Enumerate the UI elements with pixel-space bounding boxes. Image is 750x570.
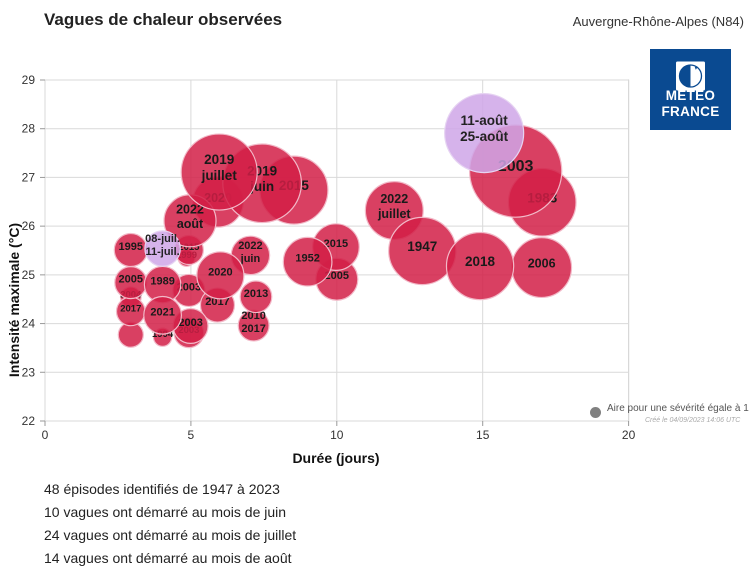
- svg-text:24: 24: [22, 317, 36, 331]
- svg-text:27: 27: [22, 170, 36, 184]
- svg-text:1995: 1995: [119, 241, 143, 253]
- svg-text:26: 26: [22, 219, 36, 233]
- svg-text:1947: 1947: [407, 239, 437, 254]
- svg-text:2003: 2003: [178, 317, 202, 329]
- svg-text:2006: 2006: [528, 257, 556, 271]
- svg-text:15: 15: [476, 428, 490, 442]
- svg-text:28: 28: [22, 122, 36, 136]
- svg-text:2013: 2013: [244, 288, 268, 300]
- svg-text:25: 25: [22, 268, 36, 282]
- svg-text:10: 10: [330, 428, 344, 442]
- svg-text:METEO: METEO: [666, 88, 716, 103]
- svg-text:5: 5: [188, 428, 195, 442]
- svg-text:2005: 2005: [119, 274, 143, 286]
- svg-text:20: 20: [622, 428, 636, 442]
- svg-text:FRANCE: FRANCE: [661, 104, 719, 119]
- svg-text:2017: 2017: [120, 303, 141, 314]
- svg-text:1952: 1952: [295, 253, 319, 265]
- svg-text:1989: 1989: [150, 276, 174, 288]
- svg-text:2021: 2021: [150, 306, 174, 318]
- svg-text:2018: 2018: [465, 254, 496, 269]
- svg-text:22: 22: [22, 414, 36, 428]
- svg-text:23: 23: [22, 365, 36, 379]
- svg-text:0: 0: [42, 428, 49, 442]
- svg-text:29: 29: [22, 73, 36, 87]
- svg-text:08-juil.11-juil.: 08-juil. 11-juil.: [145, 233, 180, 258]
- svg-text:2020: 2020: [208, 266, 232, 278]
